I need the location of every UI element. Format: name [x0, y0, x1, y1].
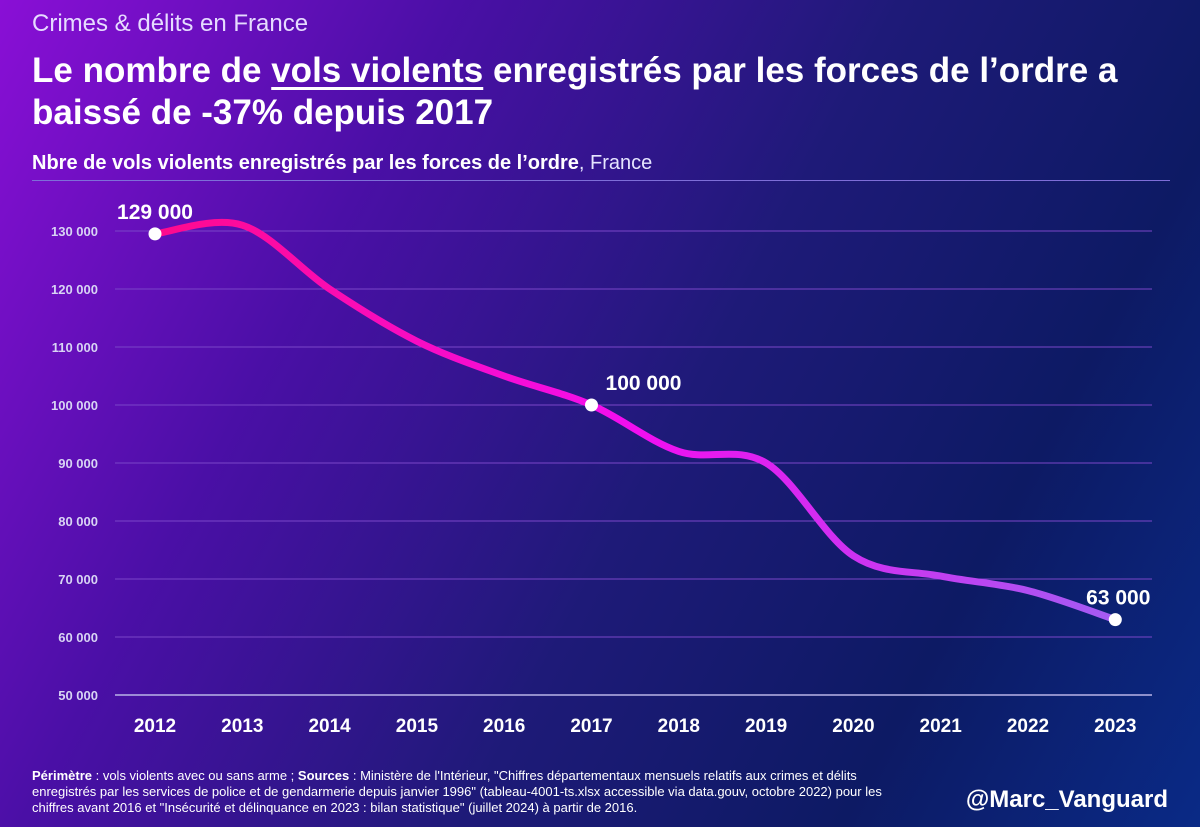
y-tick-label: 80 000: [58, 514, 98, 529]
x-tick-label: 2016: [483, 716, 525, 737]
headline-post: enregistrés par les forces de l’ordre a …: [32, 51, 1118, 132]
data-point-marker: [1108, 613, 1122, 627]
footer-sources: Périmètre : vols violents avec ou sans a…: [32, 768, 912, 816]
x-tick-label: 2012: [134, 716, 176, 737]
headline: Le nombre de vols violents enregistrés p…: [32, 50, 1182, 134]
y-tick-label: 130 000: [51, 224, 98, 239]
x-tick-label: 2018: [658, 716, 700, 737]
headline-pre: Le nombre de: [32, 51, 272, 90]
chart-title-text: Nbre de vols violents enregistrés par le…: [32, 152, 579, 174]
x-tick-label: 2014: [308, 716, 351, 737]
perimetre-label: Périmètre: [32, 768, 92, 783]
x-tick-label: 2021: [920, 716, 963, 737]
chart-region-text: France: [590, 152, 653, 174]
data-label: 100 000: [606, 372, 682, 395]
chart-region: , France: [578, 152, 653, 174]
series-line: [151, 218, 1119, 624]
y-tick-label: 120 000: [51, 282, 98, 297]
x-tick-label: 2019: [745, 716, 787, 737]
data-label: 129 000: [117, 201, 193, 224]
chart-title: Nbre de vols violents enregistrés par le…: [32, 152, 652, 175]
y-axis: 50 000 60 000 70 000 80 000 90 000 100 000 110…: [51, 224, 98, 703]
y-tick-label: 110 000: [52, 340, 98, 355]
sources-text: : Ministère de l'Intérieur, "Chiffres dé…: [32, 768, 882, 815]
x-axis: 2012 2013 2014 2015 2016 2017 2018 2019 2020 2021…: [134, 716, 1137, 737]
x-tick-label: 2015: [396, 716, 439, 737]
data-point-marker: [148, 227, 162, 241]
y-tick-label: 70 000: [58, 572, 98, 587]
perimetre-text: : vols violents avec ou sans arme ;: [91, 768, 298, 783]
x-tick-label: 2023: [1094, 716, 1136, 737]
y-tick-label: 60 000: [58, 630, 98, 645]
data-point-marker: [585, 398, 598, 412]
x-tick-label: 2020: [832, 716, 874, 737]
grid-lines: [115, 230, 1152, 696]
x-tick-label: 2017: [570, 716, 612, 737]
x-tick-label: 2022: [1007, 716, 1049, 737]
y-tick-label: 100 000: [51, 398, 98, 413]
x-tick-label: 2013: [221, 716, 263, 737]
data-label: 63 000: [1086, 587, 1150, 610]
sources-label: Sources: [297, 768, 350, 783]
author-handle: @Marc_Vanguard: [965, 786, 1168, 813]
headline-highlight: vols violents: [271, 51, 484, 90]
title-rule: [32, 180, 1170, 181]
y-tick-label: 50 000: [58, 688, 98, 703]
y-tick-label: 90 000: [58, 456, 98, 471]
annotations: 129 000 100 000 63 000: [117, 201, 1150, 627]
kicker: Crimes & délits en France: [32, 10, 309, 37]
